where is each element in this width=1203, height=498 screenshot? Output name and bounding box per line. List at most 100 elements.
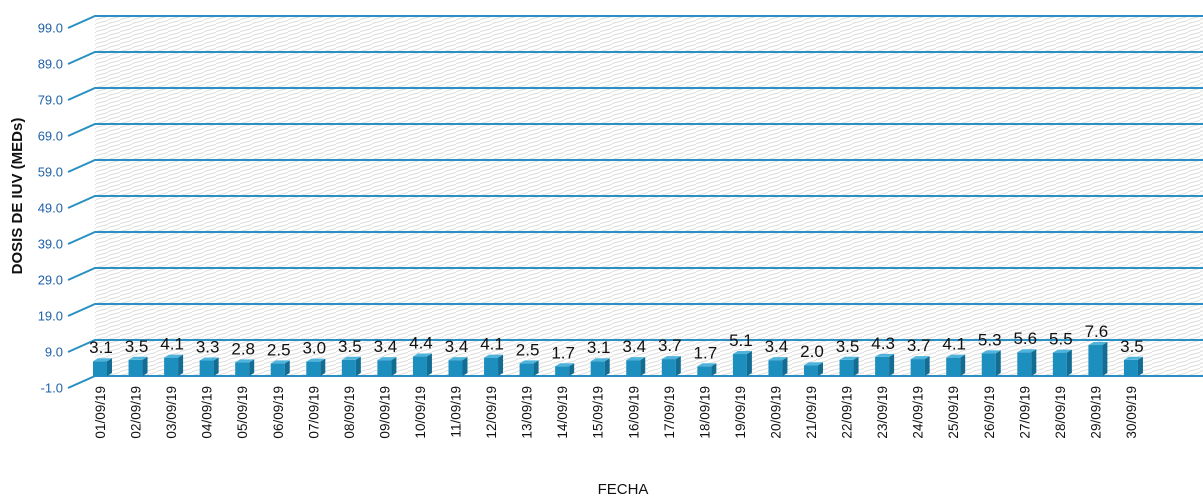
- x-tick-label: 04/09/19: [200, 386, 215, 439]
- bar-top: [555, 363, 575, 367]
- y-tick-label: 79.0: [38, 93, 63, 108]
- gridline: [67, 339, 1203, 353]
- bar-top: [661, 356, 681, 360]
- bar: [164, 354, 184, 376]
- bar-top: [768, 357, 788, 361]
- data-label: 7.6: [1085, 322, 1109, 341]
- bar: [270, 360, 290, 376]
- bar: [1123, 356, 1143, 376]
- bar-side: [391, 357, 397, 376]
- x-tick-label: 14/09/19: [555, 386, 570, 439]
- bar-front: [93, 361, 107, 376]
- bar-side: [284, 360, 290, 376]
- bar-front: [484, 357, 499, 376]
- bar-top: [128, 356, 148, 360]
- bar-top: [519, 360, 539, 364]
- x-tick-label: 21/09/19: [804, 386, 819, 439]
- bars: [93, 342, 1143, 376]
- x-tick-label: 30/09/19: [1124, 386, 1139, 439]
- bar-front: [1123, 359, 1138, 376]
- bar-top: [1123, 356, 1143, 360]
- x-tick-label: 27/09/19: [1017, 386, 1032, 439]
- bar-side: [462, 357, 468, 376]
- x-axis-title: FECHA: [598, 481, 649, 498]
- data-label: 5.6: [1013, 329, 1037, 348]
- bar-front: [235, 362, 250, 376]
- bar-top: [839, 356, 859, 360]
- data-label: 3.5: [338, 337, 362, 356]
- bar-top: [1052, 349, 1072, 353]
- bar-top: [1017, 349, 1037, 353]
- bar-side: [604, 358, 610, 376]
- bar-top: [484, 354, 504, 358]
- x-tick-label: 08/09/19: [342, 386, 357, 439]
- bar-top: [341, 356, 361, 360]
- bar-front: [448, 360, 463, 376]
- data-label: 2.5: [516, 340, 540, 359]
- bar-front: [626, 360, 641, 376]
- data-label: 4.1: [942, 335, 966, 354]
- bar-front: [768, 360, 783, 376]
- bar-front: [1052, 352, 1067, 376]
- data-label: 5.5: [1049, 330, 1073, 349]
- bar-side: [675, 356, 681, 376]
- bar-top: [448, 357, 468, 361]
- bar-top: [732, 351, 752, 355]
- x-tick-label: 16/09/19: [626, 386, 641, 439]
- bar-top: [626, 357, 646, 361]
- bar-front: [946, 357, 961, 376]
- bar-front: [555, 366, 570, 376]
- bar-front: [839, 359, 854, 376]
- bar-top: [1088, 342, 1108, 346]
- data-label: 3.5: [125, 337, 149, 356]
- bar-side: [426, 353, 432, 376]
- bar-front: [1017, 352, 1032, 376]
- x-tick-label: 01/09/19: [93, 386, 108, 439]
- bar: [875, 353, 895, 376]
- bar-front: [306, 361, 321, 376]
- bar-side: [1066, 349, 1072, 376]
- bar: [128, 356, 148, 376]
- gridline: [67, 231, 1203, 245]
- x-tick-label: 19/09/19: [733, 386, 748, 439]
- bar: [555, 363, 575, 376]
- data-label: 3.4: [765, 337, 789, 356]
- x-tick-label: 26/09/19: [982, 386, 997, 439]
- bar-top: [875, 353, 895, 357]
- x-tick-label: 06/09/19: [271, 386, 286, 439]
- bar: [1017, 349, 1037, 376]
- data-label: 5.1: [729, 331, 753, 350]
- bar-top: [377, 357, 397, 361]
- y-axis-ticks: -1.0 9.0 19.0 29.0 39.0 49.0 59.0 69.0 79.0 89.0 9…: [38, 21, 63, 396]
- data-label: 3.0: [302, 339, 326, 358]
- bar: [484, 354, 504, 376]
- data-label: 3.1: [89, 338, 113, 357]
- bar: [519, 360, 539, 376]
- data-label: 4.1: [160, 335, 184, 354]
- bar: [1052, 349, 1072, 376]
- bar-front: [341, 359, 356, 376]
- bar: [804, 362, 823, 376]
- bar: [732, 351, 752, 376]
- gridlines: [67, 15, 1203, 389]
- x-tick-label: 07/09/19: [306, 386, 321, 439]
- gridline: [67, 123, 1203, 137]
- x-axis-ticks: 01/09/19 02/09/19 03/09/19 04/09/19 05/09/19…: [93, 386, 1139, 439]
- bar-side: [498, 354, 504, 376]
- bar-side: [320, 358, 326, 376]
- bar: [768, 357, 788, 376]
- data-label: 1.7: [694, 343, 718, 362]
- bar: [697, 363, 717, 376]
- bar-side: [1031, 349, 1037, 376]
- bar-side: [533, 360, 539, 376]
- y-tick-label: 99.0: [38, 21, 63, 36]
- gridline: [67, 15, 1203, 29]
- y-tick-label: 19.0: [38, 309, 63, 324]
- bar-top: [590, 358, 610, 362]
- y-tick-label: 89.0: [38, 57, 63, 72]
- bar: [590, 358, 610, 376]
- data-label: 3.1: [587, 338, 611, 357]
- data-label: 2.5: [267, 340, 291, 359]
- bar: [235, 359, 255, 376]
